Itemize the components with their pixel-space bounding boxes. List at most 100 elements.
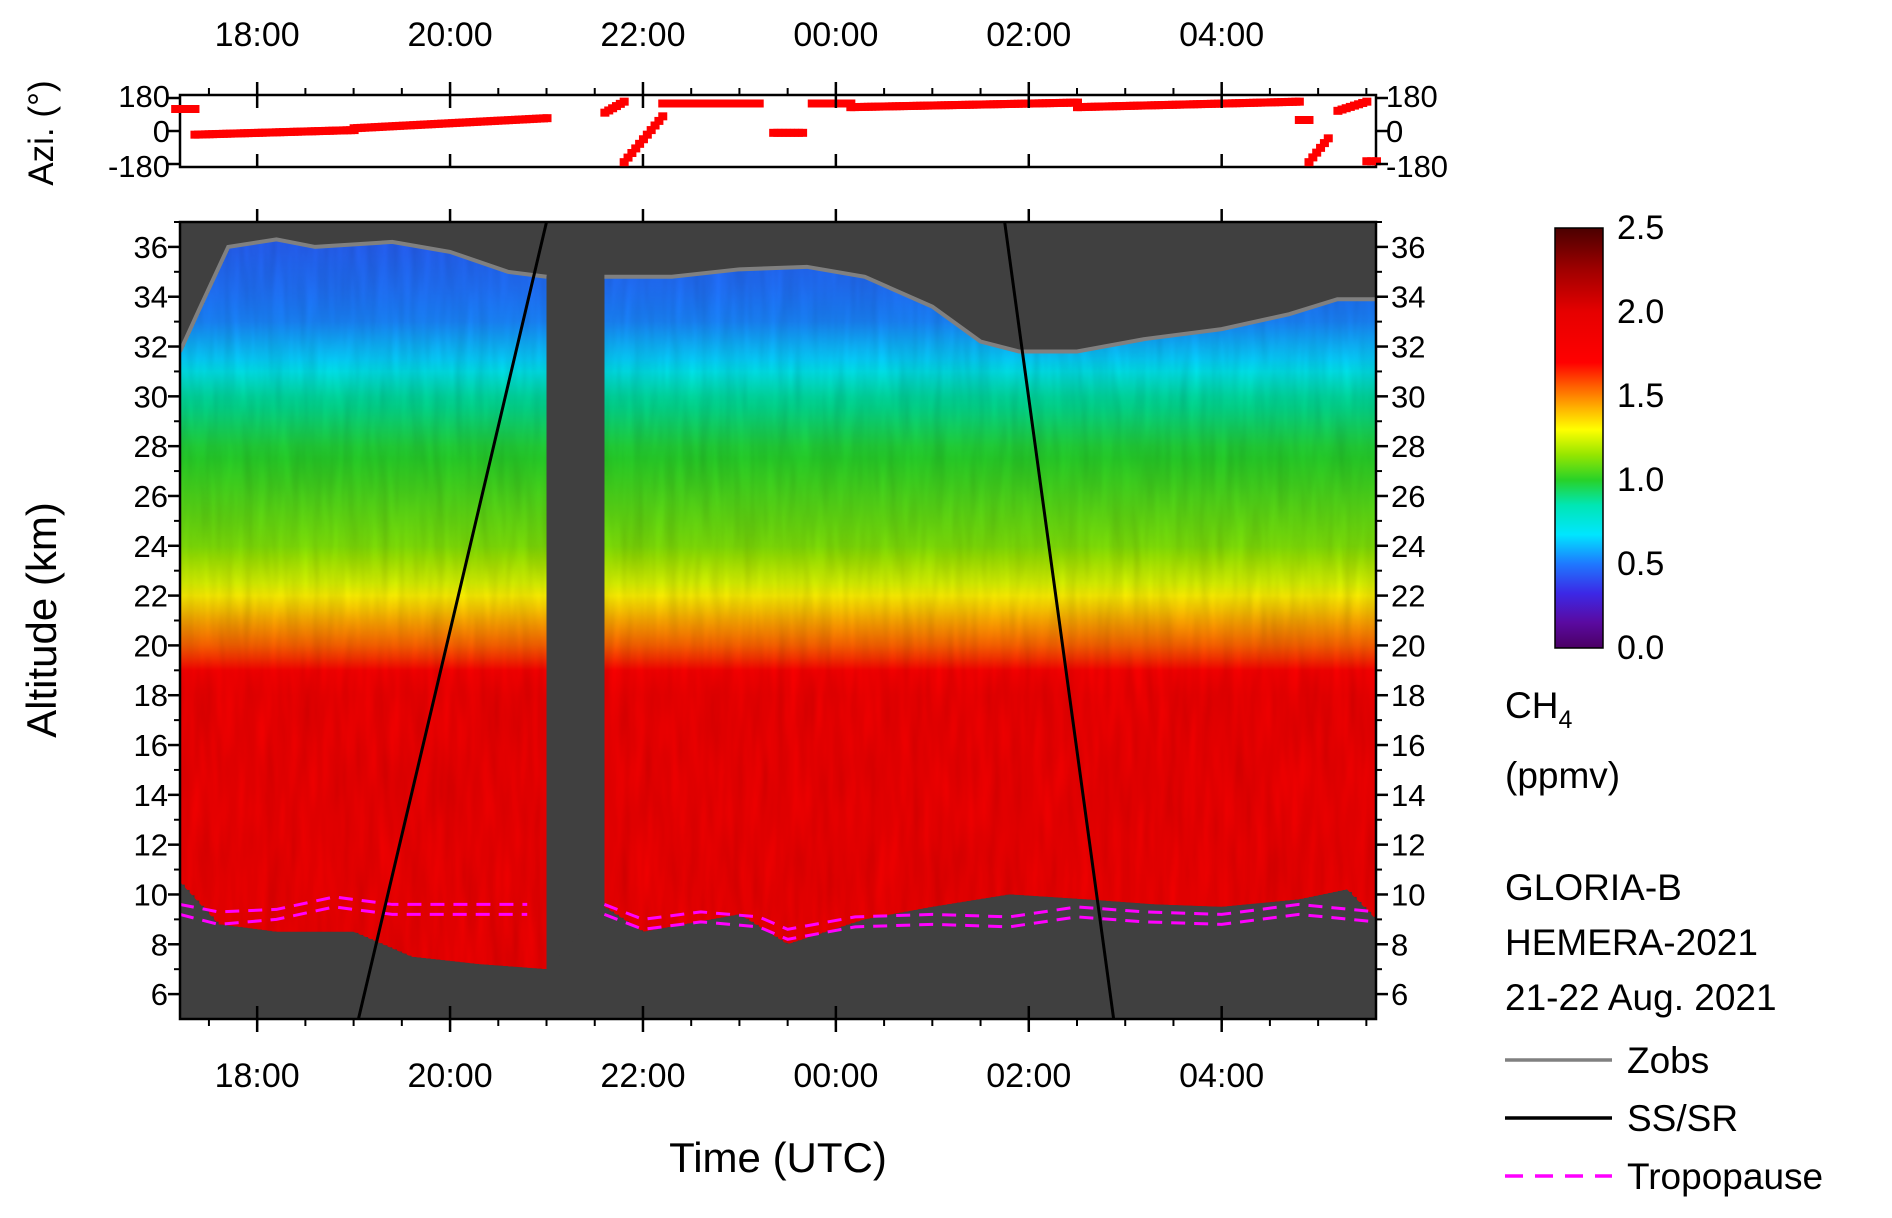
colorbar-tick-label: 0.0 — [1617, 629, 1664, 667]
azimuth-tick-label-top-left: 180 — [118, 79, 170, 114]
azimuth-panel: 180 0 -180 180 0 -180 Azi. (°) 18:00 20:0… — [22, 16, 1448, 186]
altitude-tick-label: 36 — [134, 230, 168, 265]
azimuth-marker — [1362, 157, 1372, 166]
azimuth-tick-label-mid-right: 0 — [1386, 114, 1403, 149]
altitude-tick-label: 26 — [134, 479, 168, 514]
azimuth-marker — [1319, 139, 1329, 148]
legend-label-ss-sr: SS/SR — [1627, 1098, 1738, 1139]
tropopause-line — [603, 902, 1376, 931]
altitude-tick-label: 14 — [134, 778, 168, 813]
top-time-tick-label: 22:00 — [600, 16, 685, 54]
azimuth-marker — [619, 97, 629, 106]
altitude-tick-label: 16 — [134, 728, 168, 763]
altitude-tick-label: 20 — [1391, 628, 1425, 663]
altitude-tick-label: 20 — [134, 628, 168, 663]
altitude-tick-label: 32 — [134, 330, 168, 365]
altitude-axis-label: Altitude (km) — [18, 502, 65, 738]
azimuth-marker — [646, 126, 656, 135]
bottom-time-tick-label: 20:00 — [408, 1057, 493, 1095]
altitude-tick-label: 18 — [1391, 678, 1425, 713]
altitude-tick-label: 18 — [134, 678, 168, 713]
altitude-tick-label: 28 — [134, 429, 168, 464]
legend: Zobs SS/SR Tropopause — [1505, 1040, 1823, 1197]
ch4-noise-texture — [180, 222, 1376, 1019]
colorbar-label-unit: (ppmv) — [1505, 755, 1620, 796]
altitude-tick-label: 22 — [134, 579, 168, 614]
altitude-tick-label: 14 — [1391, 778, 1425, 813]
zobs-line — [180, 237, 547, 353]
colorbar-label-main: CH — [1505, 685, 1558, 726]
altitude-tick-label: 12 — [134, 828, 168, 863]
altitude-tick-label: 34 — [134, 280, 168, 315]
altitude-tick-label: 6 — [151, 977, 168, 1012]
azimuth-marker — [654, 116, 664, 125]
azimuth-marker — [638, 135, 648, 144]
ch4-heatmap-panel: 6 8 10 12 14 16 18 20 22 24 26 28 30 32 34 36 6 8 10 12 14 1… — [18, 209, 1425, 1181]
azimuth-marker — [1316, 143, 1326, 152]
azimuth-marker — [1312, 148, 1322, 157]
ss-sr-line — [356, 222, 548, 1019]
annotation-date: 21-22 Aug. 2021 — [1505, 977, 1777, 1018]
azimuth-marker — [1308, 153, 1318, 162]
altitude-tick-label: 30 — [134, 379, 168, 414]
ch4-field — [180, 222, 1376, 1019]
altitude-tick-labels-left: 6 8 10 12 14 16 18 20 22 24 26 28 30 32 34 36 — [134, 230, 168, 1012]
colorbar-ticks: 0.0 0.5 1.0 1.5 2.0 2.5 — [1617, 209, 1664, 667]
colorbar: 0.0 0.5 1.0 1.5 2.0 2.5 CH4 (ppmv) — [1505, 209, 1664, 796]
azimuth-marker — [190, 105, 200, 113]
altitude-tick-label: 36 — [1391, 230, 1425, 265]
altitude-tick-label: 32 — [1391, 330, 1425, 365]
bottom-time-tick-label: 22:00 — [600, 1057, 685, 1095]
altitude-tick-label: 12 — [1391, 828, 1425, 863]
altitude-tick-label: 34 — [1391, 280, 1425, 315]
azimuth-marker — [619, 158, 629, 167]
azimuth-marker — [1304, 116, 1314, 124]
top-time-tick-label: 02:00 — [986, 16, 1071, 54]
time-axis-label: Time (UTC) — [669, 1134, 887, 1181]
altitude-tick-label: 28 — [1391, 429, 1425, 464]
top-time-axis-labels: 18:00 20:00 22:00 00:00 02:00 04:00 — [215, 16, 1265, 54]
ss-sr-line — [1003, 222, 1116, 1019]
campaign-annotation: GLORIA-B HEMERA-2021 21-22 Aug. 2021 — [1505, 867, 1777, 1018]
azimuth-marker — [1294, 97, 1304, 106]
ch4-texture — [180, 222, 1376, 1019]
azimuth-marker — [1073, 98, 1082, 107]
bottom-time-tick-label: 02:00 — [986, 1057, 1071, 1095]
zobs-line — [604, 264, 1376, 354]
colorbar-tick-label: 1.5 — [1617, 377, 1664, 415]
legend-label-tropopause: Tropopause — [1627, 1156, 1823, 1197]
azimuth-ticks — [168, 82, 1388, 167]
altitude-tick-label: 22 — [1391, 579, 1425, 614]
colorbar-label-subscript: 4 — [1558, 706, 1572, 734]
azimuth-marker — [650, 121, 660, 130]
top-time-tick-label: 04:00 — [1179, 16, 1264, 54]
azimuth-marker — [631, 144, 641, 153]
tropopause-line — [603, 912, 1376, 941]
altitude-tick-label: 8 — [1391, 927, 1408, 962]
azimuth-marker — [798, 128, 808, 137]
above-zobs-mask — [180, 222, 1376, 352]
altitude-tick-label: 24 — [134, 529, 168, 564]
azimuth-marker — [1362, 97, 1372, 106]
below-data-mask — [180, 882, 1376, 1019]
azimuth-marker — [623, 153, 633, 162]
altitude-tick-label: 6 — [1391, 977, 1408, 1012]
altitude-tick-labels-right: 6 8 10 12 14 16 18 20 22 24 26 28 30 32 34 36 — [1391, 230, 1425, 1012]
annotation-instrument: GLORIA-B — [1505, 867, 1682, 908]
altitude-tick-label: 16 — [1391, 728, 1425, 763]
azimuth-axis-label: Azi. (°) — [22, 80, 61, 185]
ch4-overlays — [180, 222, 1376, 1019]
azimuth-tick-label-bottom-right: -180 — [1386, 149, 1448, 184]
top-time-tick-label: 18:00 — [215, 16, 300, 54]
colorbar-tick-label: 2.5 — [1617, 209, 1664, 247]
bottom-time-tick-label: 04:00 — [1179, 1057, 1264, 1095]
bottom-time-tick-label: 18:00 — [215, 1057, 300, 1095]
altitude-tick-label: 10 — [1391, 877, 1425, 912]
azimuth-marker — [1367, 157, 1377, 166]
azimuth-marker — [627, 149, 637, 157]
azimuth-marker — [1372, 157, 1381, 166]
annotation-campaign: HEMERA-2021 — [1505, 922, 1758, 963]
azimuth-marker — [1299, 116, 1309, 124]
azimuth-tick-label-mid-left: 0 — [153, 114, 170, 149]
